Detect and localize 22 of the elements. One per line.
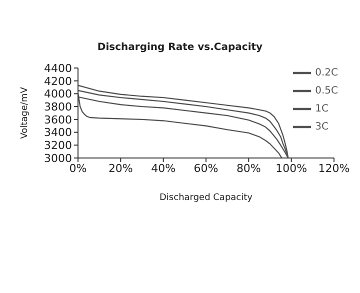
y-tick-label: 4000 xyxy=(44,88,72,101)
y-tick-label: 3800 xyxy=(44,100,72,114)
x-tick-label: 20% xyxy=(108,162,133,175)
x-tick-label: 60% xyxy=(194,162,218,175)
x-tick-label: 0% xyxy=(69,162,87,175)
y-tick-label: 3600 xyxy=(44,113,72,126)
legend-label: 0.5C xyxy=(315,86,338,97)
y-tick-label: 3200 xyxy=(44,139,72,152)
legend-label: 1C xyxy=(315,104,328,115)
legend-label: 3C xyxy=(315,122,328,133)
x-tick-label: 100% xyxy=(276,162,308,175)
y-tick-label: 3000 xyxy=(44,152,72,165)
y-tick-label: 3400 xyxy=(44,126,72,140)
x-axis-title: Discharged Capacity xyxy=(160,193,254,203)
y-tick-label: 4200 xyxy=(44,74,72,88)
chart-title: Discharging Rate vs.Capacity xyxy=(96,42,264,55)
y-axis-title: Voltage/mV xyxy=(20,86,30,139)
y-tick-label: 4400 xyxy=(44,62,72,75)
x-tick-label: 80% xyxy=(236,162,261,175)
legend-label: 0.2C xyxy=(315,68,338,79)
x-tick-label: 40% xyxy=(151,162,176,175)
x-tick-label: 120% xyxy=(318,162,350,175)
